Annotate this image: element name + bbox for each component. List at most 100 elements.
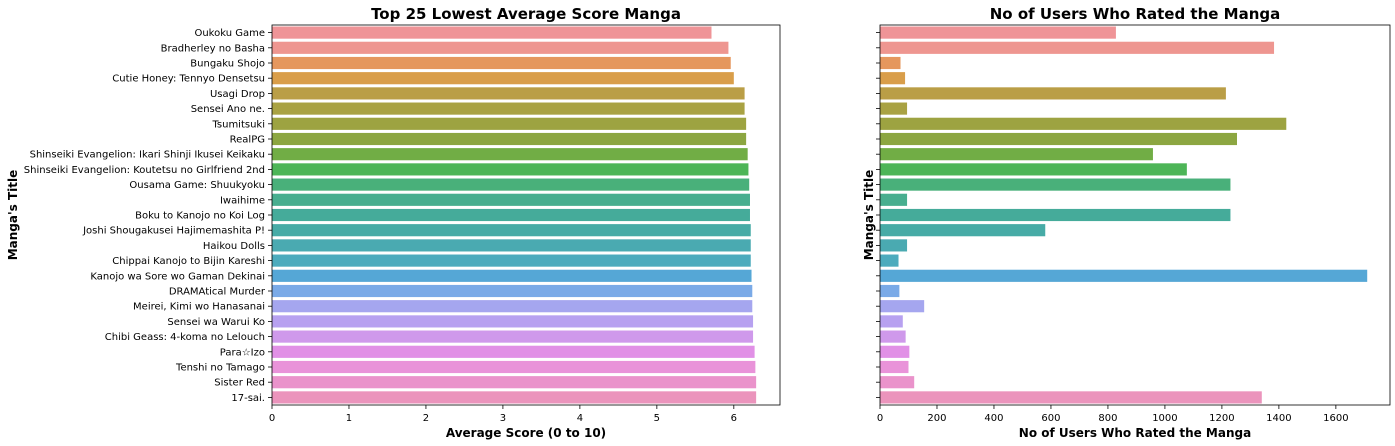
score-chart: Top 25 Lowest Average Score Manga Manga'… <box>6 5 781 440</box>
users-chart-title: No of Users Who Rated the Manga <box>990 5 1281 23</box>
score-bar <box>272 56 731 70</box>
score-chart-y-axis-title: Manga's Title <box>6 170 20 261</box>
users-bar <box>880 239 908 252</box>
score-bar <box>272 117 747 130</box>
users-bar <box>880 178 1231 191</box>
score-bar <box>272 391 757 404</box>
score-y-tick-label: Meirei, Kimi wo Hanasanai <box>133 302 265 313</box>
users-x-tick-label: 0 <box>877 413 883 424</box>
users-bar <box>880 269 1368 282</box>
score-y-tick-label: Sensei Ano ne. <box>191 104 265 115</box>
score-y-tick-label: Haikou Dolls <box>203 241 265 252</box>
score-x-tick-label: 6 <box>731 413 737 424</box>
score-y-tick-label: 17-sai. <box>231 393 265 404</box>
score-bar <box>272 26 712 39</box>
score-x-tick-label: 3 <box>500 413 506 424</box>
users-x-tick-label: 400 <box>984 413 1003 424</box>
score-x-tick-label: 4 <box>577 413 583 424</box>
users-bar <box>880 132 1237 146</box>
score-y-tick-label: Sensei wa Warui Ko <box>167 317 265 328</box>
users-bar <box>880 56 901 70</box>
users-bar <box>880 87 1226 100</box>
score-bar <box>272 330 754 343</box>
score-y-tick-label: Bradherley no Basha <box>161 43 265 54</box>
score-chart-title: Top 25 Lowest Average Score Manga <box>371 5 681 23</box>
users-bar <box>880 163 1187 176</box>
users-x-tick-label: 1400 <box>1266 413 1291 424</box>
users-bar <box>880 193 908 206</box>
score-bar <box>272 300 753 313</box>
score-bar <box>272 41 729 54</box>
users-x-tick-label: 600 <box>1041 413 1060 424</box>
score-y-tick-label: Para☆Izo <box>220 347 265 358</box>
score-y-tick-label: DRAMAtical Murder <box>169 287 266 298</box>
users-chart-y-axis-title: Manga's Title <box>862 170 876 261</box>
score-bar <box>272 72 734 85</box>
score-x-tick-label: 1 <box>346 413 352 424</box>
users-chart: No of Users Who Rated the Manga Manga's … <box>862 5 1391 440</box>
score-x-tick-label: 0 <box>269 413 275 424</box>
users-x-tick-label: 1600 <box>1323 413 1348 424</box>
score-bar <box>272 132 747 146</box>
score-bar <box>272 87 745 100</box>
score-bar <box>272 269 752 282</box>
score-plot-frame <box>271 24 781 406</box>
users-plot-frame <box>879 24 1391 406</box>
score-bar <box>272 224 751 237</box>
score-y-tick-label: Usagi Drop <box>210 89 265 100</box>
score-x-tick-label: 5 <box>654 413 660 424</box>
users-chart-x-axis-title: No of Users Who Rated the Manga <box>1019 426 1251 440</box>
users-bar <box>880 391 1262 404</box>
score-bar <box>272 376 757 389</box>
score-bar <box>272 345 755 358</box>
score-y-tick-label: Boku to Kanojo no Koi Log <box>135 211 265 222</box>
score-y-tick-label: Kanojo wa Sore wo Gaman Dekinai <box>90 271 265 282</box>
users-bar <box>880 300 925 313</box>
score-y-tick-label: Shinseiki Evangelion: Koutetsu no Girlfr… <box>24 165 265 176</box>
users-x-tick-label: 800 <box>1098 413 1117 424</box>
score-y-tick-label: Sister Red <box>214 378 265 389</box>
users-bar <box>880 102 908 115</box>
score-y-tick-label: RealPG <box>230 135 265 146</box>
score-bar <box>272 102 745 115</box>
score-bar <box>272 148 748 161</box>
users-bar <box>880 330 906 343</box>
score-bar <box>272 178 750 191</box>
users-bar <box>880 376 915 389</box>
users-bar <box>880 208 1231 222</box>
score-y-tick-label: Oukoku Game <box>194 28 265 39</box>
users-bar <box>880 360 909 374</box>
score-bar <box>272 163 749 176</box>
score-bar <box>272 284 753 298</box>
score-bar <box>272 315 754 328</box>
score-bar <box>272 208 750 222</box>
score-y-tick-label: Joshi Shougakusei Hajimemashita P! <box>82 226 265 237</box>
users-x-tick-label: 1000 <box>1152 413 1177 424</box>
users-bar <box>880 72 906 85</box>
score-bar <box>272 360 756 374</box>
users-bar <box>880 284 900 298</box>
users-bar <box>880 26 1116 39</box>
score-y-tick-label: Tsumitsuki <box>211 119 265 130</box>
users-bar <box>880 345 910 358</box>
users-bar <box>880 315 903 328</box>
score-chart-x-axis-title: Average Score (0 to 10) <box>446 426 606 440</box>
score-y-tick-label: Tenshi no Tamago <box>175 363 265 374</box>
users-bar <box>880 224 1046 237</box>
score-bar <box>272 239 751 252</box>
score-y-tick-label: Bungaku Shojo <box>190 59 265 70</box>
users-x-tick-label: 200 <box>927 413 946 424</box>
users-bar <box>880 254 899 267</box>
score-y-tick-label: Iwaihime <box>220 195 265 206</box>
users-x-tick-label: 1200 <box>1209 413 1234 424</box>
score-x-tick-label: 2 <box>423 413 429 424</box>
users-bar <box>880 148 1153 161</box>
users-bar <box>880 41 1275 54</box>
score-y-tick-label: Ousama Game: Shuukyoku <box>129 180 265 191</box>
score-bar <box>272 254 751 267</box>
score-bar <box>272 193 750 206</box>
score-y-tick-label: Shinseiki Evangelion: Ikari Shinji Ikuse… <box>30 150 265 161</box>
users-bar <box>880 117 1287 130</box>
score-y-tick-label: Cutie Honey: Tennyo Densetsu <box>112 74 265 85</box>
